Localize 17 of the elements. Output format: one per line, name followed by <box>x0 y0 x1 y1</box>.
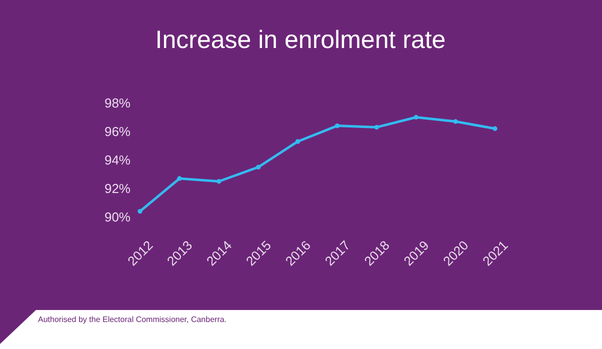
point <box>216 179 222 184</box>
point <box>138 208 142 214</box>
point <box>295 139 300 144</box>
y-tick-label: 92% <box>104 181 131 196</box>
point <box>492 126 498 131</box>
y-tick-label: 96% <box>104 124 131 139</box>
text: Authorised by the Electoral Commissioner, Canberra. <box>38 315 227 324</box>
point <box>177 176 182 181</box>
point <box>334 123 340 128</box>
y-tick-label: 98% <box>104 96 131 110</box>
y-tick-label: 90% <box>104 210 131 224</box>
point <box>414 114 418 120</box>
point <box>453 119 458 124</box>
point <box>256 164 261 170</box>
point <box>374 124 380 130</box>
y-tick-label: 94% <box>104 152 131 168</box>
chart-title: Increase in enrolment rate <box>155 26 446 54</box>
